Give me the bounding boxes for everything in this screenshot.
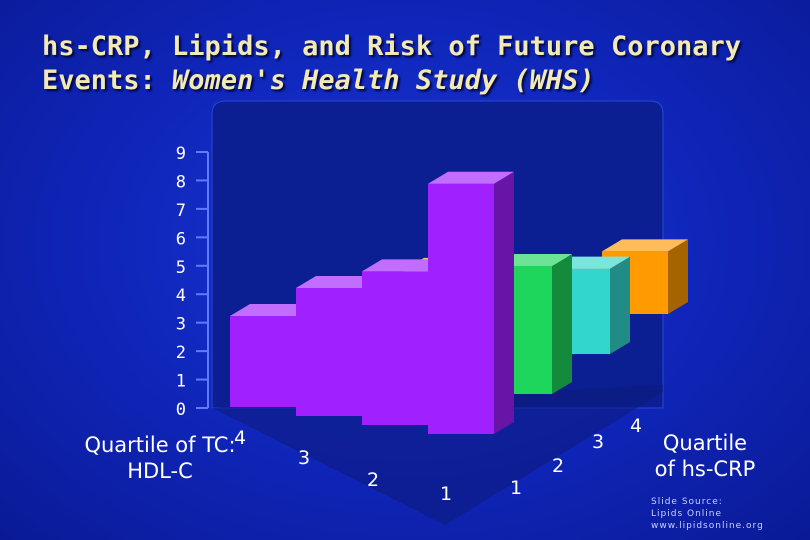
width-tick-label: 2 bbox=[552, 455, 564, 477]
source-line-3: www.lipidsonline.org bbox=[651, 521, 764, 531]
depth-axis-label-line-1: Quartile of TC: bbox=[84, 433, 236, 457]
z-tick-label: 5 bbox=[176, 258, 186, 278]
bar-top-face bbox=[602, 239, 688, 252]
width-tick-label: 4 bbox=[630, 415, 642, 437]
z-tick-label: 8 bbox=[176, 172, 186, 192]
bar-tc4-crp4 bbox=[428, 171, 514, 434]
bar-side-face bbox=[494, 171, 514, 434]
chart-title: hs-CRP, Lipids, and Risk of Future Coron… bbox=[42, 30, 802, 98]
bar-front-face bbox=[362, 271, 428, 425]
title-line-2-study: Women's Health Study (WHS) bbox=[172, 65, 595, 96]
source-line-2: Lipids Online bbox=[651, 509, 723, 519]
title-line-1: hs-CRP, Lipids, and Risk of Future Coron… bbox=[42, 31, 741, 62]
bar-side-face bbox=[552, 254, 572, 394]
floor bbox=[212, 385, 663, 525]
bar-front-face bbox=[230, 315, 296, 407]
bar-top-face bbox=[230, 303, 316, 316]
z-tick-label: 9 bbox=[176, 144, 186, 164]
z-tick-label: 3 bbox=[176, 315, 186, 335]
bar-top-face bbox=[362, 259, 448, 272]
bar-side-face bbox=[668, 239, 688, 314]
depth-axis-label: Quartile of TC: HDL-C bbox=[70, 432, 250, 484]
depth-axis-label-line-2: HDL-C bbox=[127, 459, 193, 483]
depth-tick-label: 1 bbox=[440, 483, 452, 505]
width-tick-label: 1 bbox=[510, 477, 522, 499]
width-axis-label: Quartile of hs-CRP bbox=[640, 430, 770, 482]
title-line-2-prefix: Events: bbox=[42, 65, 173, 96]
width-axis-label-line-2: of hs-CRP bbox=[654, 457, 756, 481]
depth-tick-label: 3 bbox=[298, 447, 310, 469]
z-tick-label: 2 bbox=[176, 343, 186, 363]
bar-top-face bbox=[428, 171, 514, 184]
z-tick-label: 0 bbox=[176, 400, 186, 420]
depth-tick-label: 2 bbox=[367, 469, 379, 491]
bar-front-face bbox=[428, 183, 494, 434]
source-line-1: Slide Source: bbox=[651, 497, 723, 507]
z-tick-label: 1 bbox=[176, 372, 186, 392]
z-tick-label: 4 bbox=[176, 286, 186, 306]
bar-side-face bbox=[610, 256, 630, 354]
bar-top-face bbox=[296, 276, 382, 288]
slide-source: Slide Source: Lipids Online www.lipidson… bbox=[651, 496, 801, 532]
depth-tick-label: 4 bbox=[234, 427, 246, 449]
width-tick-label: 3 bbox=[592, 431, 604, 453]
width-axis-label-line-1: Quartile bbox=[662, 431, 748, 455]
z-tick-label: 7 bbox=[176, 201, 186, 221]
bar-front-face bbox=[296, 288, 362, 416]
z-tick-label: 6 bbox=[176, 229, 186, 249]
title-line-2: Events: Women's Health Study (WHS) bbox=[42, 64, 802, 98]
